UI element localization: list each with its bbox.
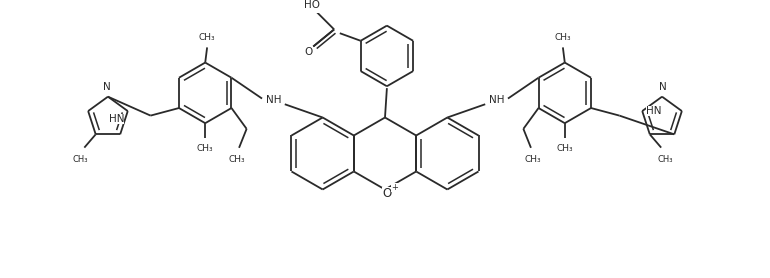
Text: O: O [382,187,391,200]
Text: CH₃: CH₃ [199,33,216,42]
Text: N: N [659,82,667,92]
Text: HN: HN [109,114,124,124]
Text: NH: NH [489,95,504,105]
Text: NH: NH [266,95,281,105]
Text: CH₃: CH₃ [229,155,246,164]
Text: N: N [103,82,111,92]
Text: O: O [304,47,313,57]
Text: +: + [391,183,398,192]
Text: CH₃: CH₃ [554,33,571,42]
Text: HO: HO [304,0,320,10]
Text: CH₃: CH₃ [197,144,213,153]
Text: CH₃: CH₃ [73,155,89,164]
Text: CH₃: CH₃ [524,155,541,164]
Text: HN: HN [646,106,661,116]
Text: CH₃: CH₃ [658,155,673,164]
Text: CH₃: CH₃ [557,144,573,153]
